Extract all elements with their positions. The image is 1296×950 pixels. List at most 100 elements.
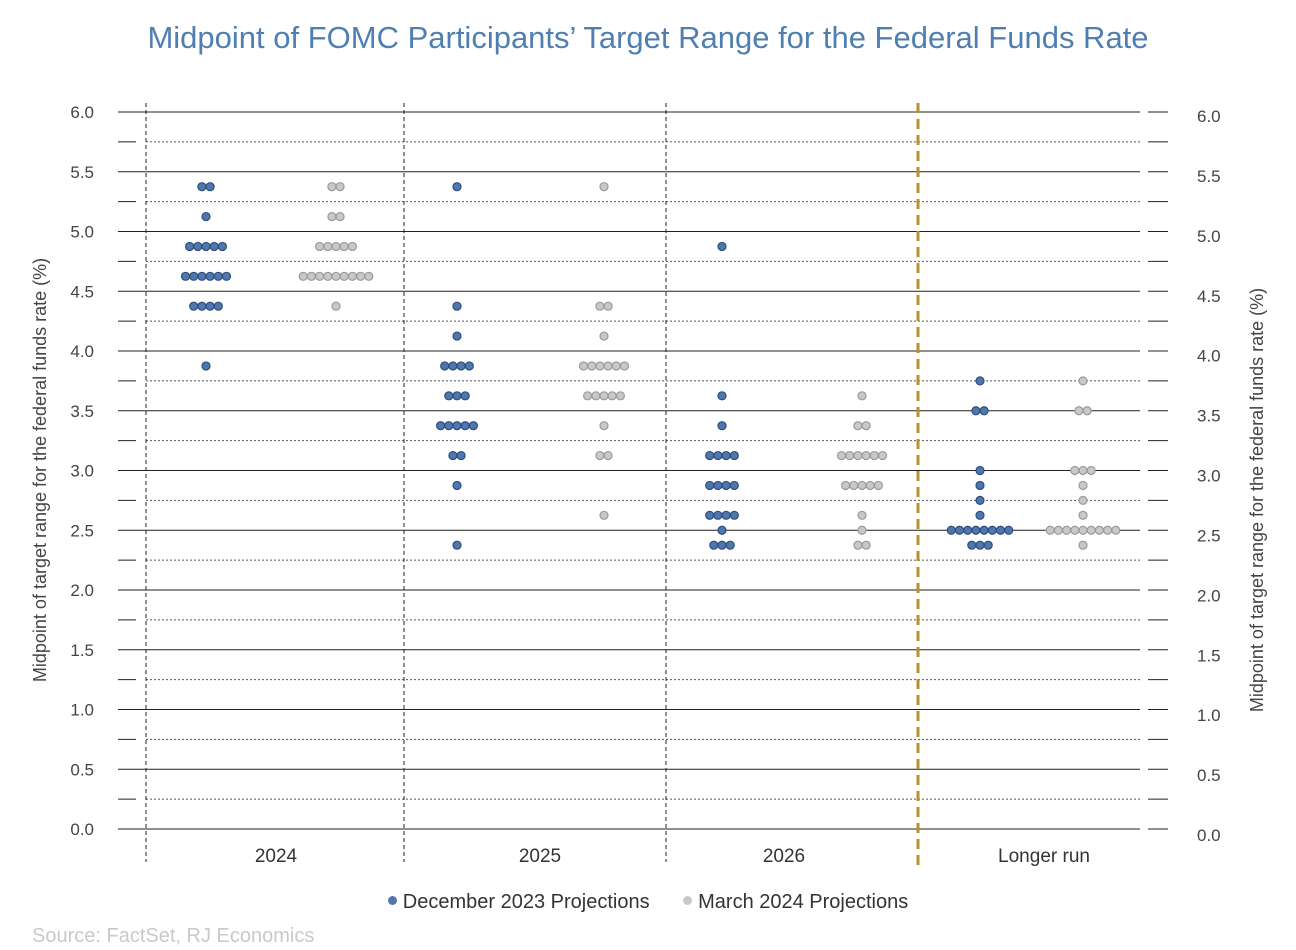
y-tick-label-left: 0.5 — [70, 760, 94, 779]
y-tick-label-right: 3.5 — [1197, 407, 1221, 426]
dot-march-2024 — [603, 301, 613, 311]
dot-december-2023 — [717, 241, 727, 252]
dot-plot: 0.0 0.0 0.5 0.5 1.0 1.0 1.5 1.5 2.0 2.0 2.5 2.5 3.0 3… — [30, 103, 1267, 868]
dot-march-2024 — [327, 182, 337, 192]
dot-march-2024 — [315, 241, 325, 252]
dot-march-2024 — [869, 450, 879, 461]
y-tick-labels: 0.0 0.0 0.5 0.5 1.0 1.0 1.5 1.5 2.0 2.0 2.5 2.5 3.0 3… — [70, 103, 1220, 845]
y-tick-label-right: 1.0 — [1197, 706, 1221, 725]
period-label: 2024 — [255, 846, 298, 867]
y-tick-label-left: 0.0 — [70, 820, 94, 839]
dot-december-2023 — [456, 361, 466, 371]
dot-march-2024 — [857, 525, 867, 535]
dot-march-2024 — [347, 241, 357, 252]
dot-december-2023 — [946, 525, 956, 535]
dot-december-2023 — [721, 450, 731, 461]
y-tick-label-right: 2.5 — [1197, 526, 1221, 545]
dot-december-2023 — [221, 271, 232, 281]
dot-december-2023 — [975, 510, 985, 520]
dot-december-2023 — [975, 480, 985, 491]
dot-march-2024 — [1078, 376, 1088, 386]
dot-march-2024 — [595, 361, 605, 371]
y-tick-label-right: 4.0 — [1197, 347, 1221, 366]
dot-march-2024 — [853, 540, 863, 550]
dot-march-2024 — [339, 241, 349, 252]
dot-march-2024 — [315, 271, 325, 281]
dot-march-2024 — [1061, 525, 1072, 535]
dot-december-2023 — [205, 301, 215, 311]
dot-march-2024 — [861, 450, 871, 461]
dot-december-2023 — [452, 391, 462, 401]
dot-december-2023 — [721, 510, 731, 520]
y-axis-title-right: Midpoint of target range for the federal… — [1247, 288, 1267, 712]
dot-december-2023 — [448, 450, 458, 461]
dot-december-2023 — [201, 361, 211, 371]
dot-march-2024 — [877, 450, 888, 461]
y-tick-label-right: 4.5 — [1197, 287, 1221, 306]
dot-march-2024 — [331, 271, 341, 281]
dot-march-2024 — [1094, 525, 1105, 535]
dot-march-2024 — [1078, 465, 1088, 476]
y-tick-label-right: 0.5 — [1197, 766, 1221, 785]
dot-march-2024 — [615, 391, 626, 401]
dot-march-2024 — [1045, 525, 1055, 535]
dot-march-2024 — [1070, 465, 1080, 476]
dot-december-2023 — [180, 271, 191, 281]
dot-december-2023 — [205, 271, 215, 281]
dot-march-2024 — [845, 450, 855, 461]
dot-december-2023 — [717, 421, 727, 431]
y-tick-label-left: 2.5 — [70, 521, 94, 540]
dot-december-2023 — [213, 271, 223, 281]
dot-december-2023 — [983, 540, 993, 550]
dot-december-2023 — [197, 271, 207, 281]
dot-march-2024 — [578, 361, 589, 371]
dot-march-2024 — [1053, 525, 1064, 535]
legend-item-december: December 2023 Projections — [387, 891, 650, 914]
dot-december-2023 — [717, 525, 727, 535]
dot-march-2024 — [339, 271, 349, 281]
dot-march-2024 — [331, 241, 341, 252]
y-tick-label-left: 1.5 — [70, 641, 94, 660]
dot-march-2024 — [849, 480, 859, 491]
dot-march-2024 — [347, 271, 357, 281]
dot-december-2023 — [460, 391, 470, 401]
dot-december-2023 — [975, 376, 985, 386]
dot-march-2024 — [335, 182, 345, 192]
dot-december-2023 — [975, 540, 985, 550]
y-tick-label-left: 4.0 — [70, 342, 94, 361]
dot-december-2023 — [452, 421, 462, 431]
dot-march-2024 — [1078, 510, 1088, 520]
dot-march-2024 — [1070, 525, 1080, 535]
dot-december-2023 — [464, 361, 474, 371]
dot-december-2023 — [705, 480, 715, 491]
dot-december-2023 — [954, 525, 965, 535]
dot-march-2024 — [1078, 540, 1088, 550]
dot-december-2023 — [205, 182, 215, 192]
legend: December 2023 Projections March 2024 Pro… — [0, 891, 1296, 914]
legend-label-december: December 2023 Projections — [402, 891, 650, 913]
dot-march-2024 — [591, 391, 601, 401]
y-tick-label-right: 5.5 — [1197, 167, 1221, 186]
dot-december-2023 — [444, 391, 454, 401]
dot-december-2023 — [713, 450, 723, 461]
period-dividers — [145, 103, 920, 868]
dot-march-2024 — [840, 480, 851, 491]
dot-december-2023 — [725, 540, 735, 550]
y-tick-label-left: 5.0 — [70, 223, 94, 242]
dot-march-2024 — [603, 361, 613, 371]
dot-december-2023 — [452, 182, 462, 192]
dot-december-2023 — [963, 525, 973, 535]
dot-december-2023 — [468, 421, 478, 431]
dot-december-2023 — [717, 540, 727, 550]
dot-march-2024 — [1078, 480, 1088, 491]
dot-december-2023 — [197, 301, 207, 311]
dot-december-2023 — [705, 450, 715, 461]
dot-december-2023 — [713, 510, 723, 520]
dot-december-2023 — [444, 421, 454, 431]
dot-december-2023 — [709, 540, 719, 550]
period-label: Longer run — [998, 846, 1090, 867]
y-tick-label-right: 0.0 — [1197, 826, 1221, 845]
dot-march-2024 — [857, 480, 867, 491]
dot-december-2023 — [975, 465, 985, 476]
dot-december-2023 — [201, 241, 211, 252]
